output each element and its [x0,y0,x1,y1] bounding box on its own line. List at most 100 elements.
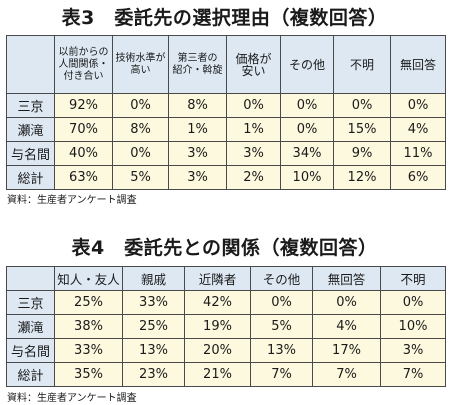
row-label: 三京 [6,93,55,118]
table3-header-cell: 以前からの 人間関係・ 付き合い [54,35,113,94]
header-line: 紹介・斡旋 [172,64,223,76]
table3-header-cell: 不明 [333,35,391,94]
table4-header-row: 知人・友人 親戚 近隣者 その他 無回答 不明 [6,266,446,291]
table-cell: 0% [226,93,281,118]
table-cell: 40% [54,141,113,166]
header-line: 高い [130,64,151,76]
table-cell: 8% [168,93,227,118]
table-cell: 10% [380,314,446,339]
table-row-total: 総計 63% 5% 3% 2% 10% 12% 6% [6,165,446,190]
table3-header-cell: 無回答 [390,35,446,94]
table-cell: 0% [112,141,169,166]
table-cell: 0% [280,117,334,142]
table3-source-note: 資料：生産者アンケート調査 [7,195,137,206]
table-cell: 5% [112,165,169,190]
table-cell: 0% [390,93,446,118]
table-cell: 13% [122,338,185,363]
table4-header-cell: 親戚 [122,266,185,291]
table-row: 三京 25% 33% 42% 0% 0% 0% [6,290,446,315]
table-cell: 1% [226,117,281,142]
table-cell: 0% [333,93,391,118]
table-cell: 23% [122,362,185,387]
table-cell: 8% [112,117,169,142]
header-line: 人間関係・ [58,58,109,70]
table-cell: 7% [380,362,446,387]
table-cell: 12% [333,165,391,190]
table-cell: 3% [168,141,227,166]
table-cell: 3% [226,141,281,166]
table-cell: 7% [250,362,313,387]
header-line: 第三者の [177,52,218,64]
table-cell: 63% [54,165,113,190]
table3-header-cell: 価格が 安い [226,35,281,94]
table-cell: 13% [250,338,313,363]
table-cell: 0% [112,93,169,118]
table-cell: 70% [54,117,113,142]
table-cell: 3% [168,165,227,190]
table3-header-cell: 第三者の 紹介・斡旋 [168,35,227,94]
table3-corner-cell [6,35,55,94]
table4-header-cell: 知人・友人 [54,266,123,291]
header-line: 以前からの [58,46,109,58]
table-row-total: 総計 35% 23% 21% 7% 7% 7% [6,362,446,387]
header-line: 技術水準が [115,52,166,64]
table3-header-cell: その他 [280,35,334,94]
row-label: 与名間 [6,338,55,363]
table-cell: 7% [312,362,381,387]
table4-header-cell: 近隣者 [184,266,251,291]
table-cell: 19% [184,314,251,339]
table-row: 三京 92% 0% 8% 0% 0% 0% 0% [6,93,446,118]
table4-source-note: 資料：生産者アンケート調査 [7,393,137,404]
table-cell: 33% [54,338,123,363]
table3-title: 表3 委託先の選択理由（複数回答） [61,7,388,29]
table-cell: 33% [122,290,185,315]
header-line: 価格が [235,51,272,66]
table-row: 与名間 33% 13% 20% 13% 17% 3% [6,338,446,363]
table-cell: 0% [280,93,334,118]
table-cell: 0% [380,290,446,315]
table-cell: 1% [168,117,227,142]
table4-header-cell: その他 [250,266,313,291]
table-cell: 2% [226,165,281,190]
table-cell: 17% [312,338,381,363]
table4-header-cell: 無回答 [312,266,381,291]
table4-title: 表4 委託先との関係（複数回答） [71,237,378,259]
row-label: 与名間 [6,141,55,166]
table-cell: 6% [390,165,446,190]
table-cell: 25% [122,314,185,339]
table-cell: 34% [280,141,334,166]
table-cell: 35% [54,362,123,387]
table4-relationship: 知人・友人 親戚 近隣者 その他 無回答 不明 三京 25% 33% 42% 0… [6,266,446,387]
table-row: 瀬滝 70% 8% 1% 1% 0% 15% 4% [6,117,446,142]
table4-corner-cell [6,266,55,291]
row-label: 三京 [6,290,55,315]
table-cell: 92% [54,93,113,118]
table-cell: 0% [312,290,381,315]
header-line: 付き合い [63,70,104,82]
table-cell: 3% [380,338,446,363]
table-cell: 0% [250,290,313,315]
table-cell: 25% [54,290,123,315]
table3-header-cell: 技術水準が 高い [112,35,169,94]
row-label: 総計 [6,362,55,387]
table3-selection-reasons: 以前からの 人間関係・ 付き合い 技術水準が 高い 第三者の 紹介・斡旋 価格が… [6,35,446,190]
table-cell: 10% [280,165,334,190]
table-cell: 5% [250,314,313,339]
table-cell: 15% [333,117,391,142]
table3-header-row: 以前からの 人間関係・ 付き合い 技術水準が 高い 第三者の 紹介・斡旋 価格が… [6,35,446,94]
table-cell: 4% [312,314,381,339]
table-cell: 11% [390,141,446,166]
row-label: 総計 [6,165,55,190]
table-cell: 9% [333,141,391,166]
row-label: 瀬滝 [6,117,55,142]
header-line: 安い [241,63,266,78]
table-cell: 20% [184,338,251,363]
table-cell: 4% [390,117,446,142]
table-row: 瀬滝 38% 25% 19% 5% 4% 10% [6,314,446,339]
table-cell: 21% [184,362,251,387]
row-label: 瀬滝 [6,314,55,339]
table-cell: 38% [54,314,123,339]
table-row: 与名間 40% 0% 3% 3% 34% 9% 11% [6,141,446,166]
table-cell: 42% [184,290,251,315]
table4-header-cell: 不明 [380,266,446,291]
